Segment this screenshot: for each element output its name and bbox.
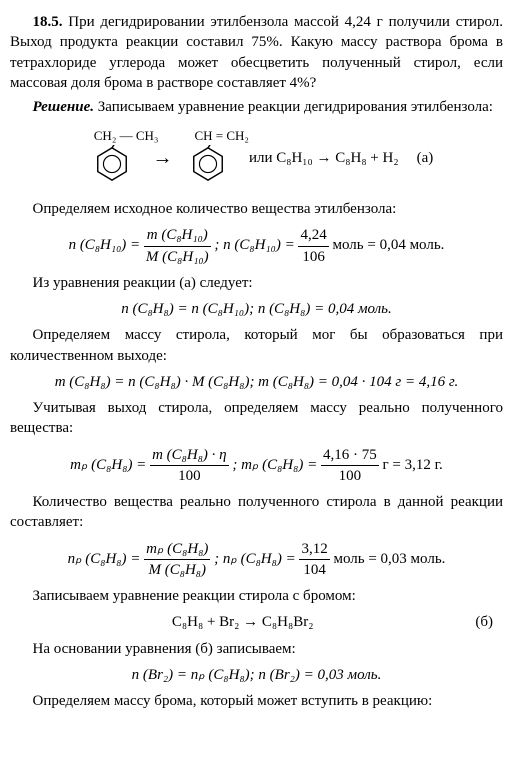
styrene-substituent: CH = CH₂ bbox=[194, 127, 248, 145]
step6: Количество вещества реально полученного … bbox=[10, 492, 503, 533]
solution-start: Решение. Записываем уравнение реакции де… bbox=[10, 97, 503, 117]
equation-4: mₚ (C₈H₈) = m (C₈H₈) · η100 ; mₚ (C₈H₈) … bbox=[10, 445, 503, 487]
equation-1: n (C₈H₁₀) = m (C₈H₁₀)M (C₈H₁₀) ; n (C₈H₁… bbox=[10, 225, 503, 267]
ethylbenzene-substituent: CH₂ — CH₃ bbox=[94, 127, 159, 145]
reaction-tag-b: (б) bbox=[475, 612, 493, 632]
benzene-ring-icon bbox=[189, 145, 227, 183]
step9: Определяем массу брома, который может вс… bbox=[10, 691, 503, 711]
reaction-alt: или C₈H₁₀ → C₈H₈ + H₂ bbox=[249, 148, 399, 168]
problem-text: 18.5. При дегидрировании этилбензола мас… bbox=[10, 12, 503, 93]
equation-5: nₚ (C₈H₈) = mₚ (C₈H₈)M (C₈H₈) ; nₚ (C₈H₈… bbox=[10, 539, 503, 581]
step1: Записываем уравнение реакции дегидрирова… bbox=[98, 99, 493, 115]
equation-3: m (C₈H₈) = n (C₈H₈) · M (C₈H₈); m (C₈H₈)… bbox=[10, 372, 503, 392]
equation-6: C₈H₈ + Br₂ → C₈H₈Br₂ (б) bbox=[10, 612, 503, 632]
benzene-ring-icon bbox=[93, 145, 131, 183]
equation-2: n (C₈H₈) = n (C₈H₁₀); n (C₈H₈) = 0,04 мо… bbox=[10, 299, 503, 319]
equation-7: n (Br₂) = nₚ (C₈H₈); n (Br₂) = 0,03 моль… bbox=[10, 665, 503, 685]
solution-label: Решение. bbox=[33, 99, 95, 115]
step7: Записываем уравнение реакции стирола с б… bbox=[10, 586, 503, 606]
step8: На основании уравнения (б) записываем: bbox=[10, 639, 503, 659]
arrow-icon: → bbox=[152, 145, 172, 172]
step2: Определяем исходное количество вещества … bbox=[10, 199, 503, 219]
step3: Из уравнения реакции (а) следует: bbox=[10, 273, 503, 293]
step4: Определяем массу стирола, который мог бы… bbox=[10, 325, 503, 366]
reaction-tag-a: (а) bbox=[417, 148, 434, 168]
problem-body: При дегидрировании этилбензола массой 4,… bbox=[10, 14, 503, 91]
reaction-diagram-a: CH₂ — CH₃ → CH = CH₂ или C₈H₁₀ → C₈H₈ + … bbox=[10, 127, 503, 189]
problem-number: 18.5. bbox=[33, 14, 63, 30]
step5: Учитывая выход стирола, определяем массу… bbox=[10, 398, 503, 439]
